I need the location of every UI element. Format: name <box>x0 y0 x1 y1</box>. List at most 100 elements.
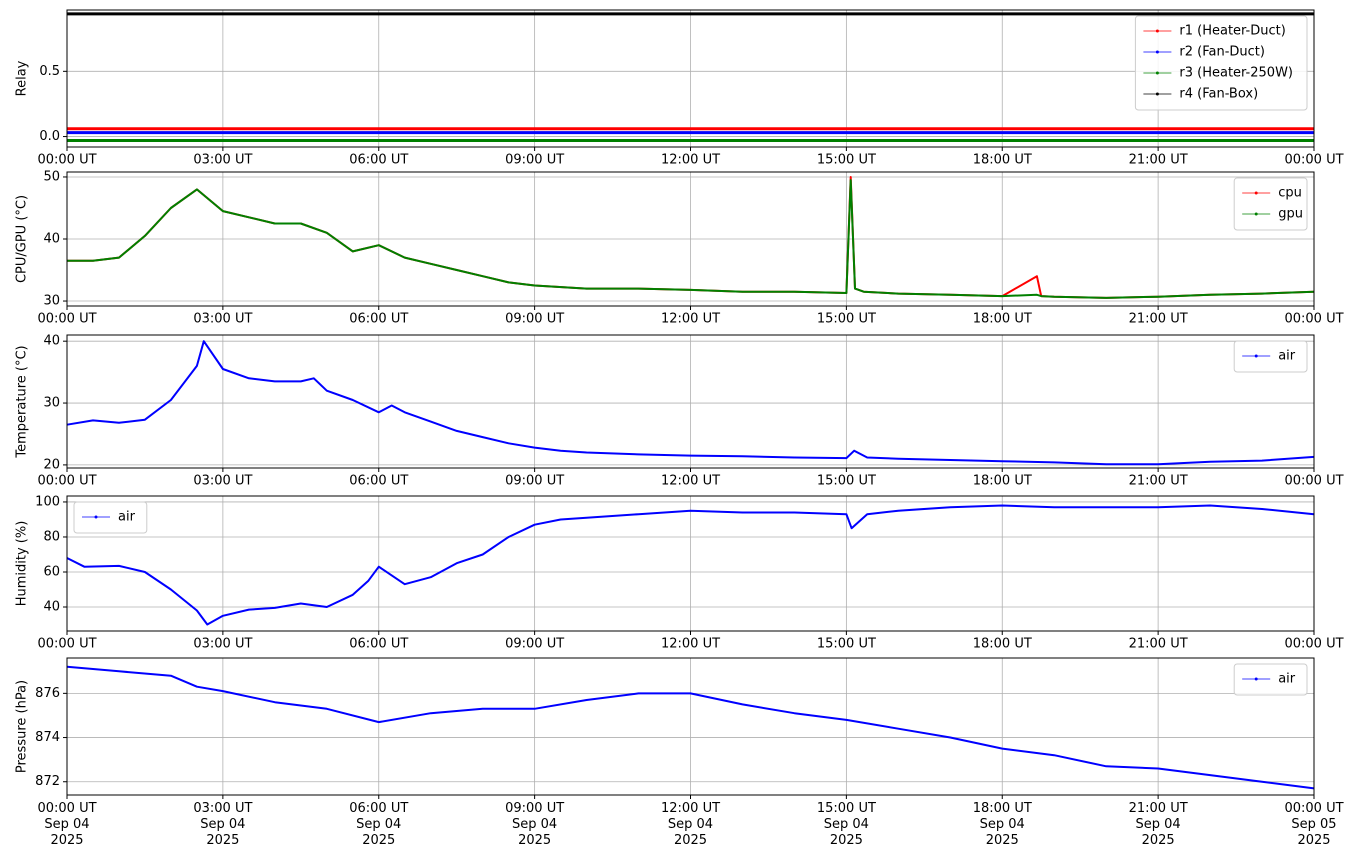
x-tick-label: 15:00 UT <box>817 637 876 652</box>
x-tick-label: 21:00 UT <box>1129 474 1188 489</box>
x-tick-label: 06:00 UT <box>349 312 408 327</box>
x-tick-label: 00:00 UT <box>1284 474 1343 489</box>
x-tick-label: 03:00 UT <box>193 637 252 652</box>
x-tick-label: 06:00 UT Sep 04 2025 <box>349 801 408 848</box>
x-tick-label: 15:00 UT Sep 04 2025 <box>817 801 876 848</box>
plot-frame <box>66 495 1315 632</box>
x-tick-label: 03:00 UT <box>193 312 252 327</box>
x-tick-label: 00:00 UT <box>1284 637 1343 652</box>
x-tick-label: 21:00 UT <box>1129 153 1188 168</box>
x-tick-label: 06:00 UT <box>349 637 408 652</box>
y-tick-label: 40 <box>43 334 60 349</box>
legend-box <box>1233 177 1308 231</box>
x-tick-label: 12:00 UT <box>661 312 720 327</box>
x-tick-label: 00:00 UT Sep 05 2025 <box>1284 801 1343 848</box>
legend-marker <box>1254 354 1258 358</box>
legend-label: cpu <box>1278 186 1302 201</box>
y-tick-label: 100 <box>35 494 60 509</box>
data-line <box>66 504 1315 626</box>
y-axis-label: CPU/GPU (°C) <box>15 195 30 283</box>
y-axis-label: Relay <box>15 60 30 96</box>
legend-label: r4 (Fan-Box) <box>1179 87 1258 102</box>
legend-marker <box>1254 191 1258 195</box>
x-tick-label: 09:00 UT Sep 04 2025 <box>505 801 564 848</box>
plot-frame <box>66 334 1315 469</box>
x-tick-label: 00:00 UT <box>37 474 96 489</box>
x-tick-label: 12:00 UT <box>661 637 720 652</box>
y-tick-label: 40 <box>43 232 60 247</box>
y-tick-label: 50 <box>43 169 60 184</box>
legend-marker <box>1155 92 1159 96</box>
legend-label: air <box>118 510 136 525</box>
data-line <box>66 665 1315 790</box>
x-tick-label: 06:00 UT <box>349 153 408 168</box>
x-tick-label: 18:00 UT <box>973 312 1032 327</box>
x-tick-label: 12:00 UT <box>661 153 720 168</box>
data-line <box>66 340 1315 466</box>
x-tick-label: 15:00 UT <box>817 153 876 168</box>
legend-marker <box>1254 212 1258 216</box>
data-line <box>67 179 1315 299</box>
x-tick-label: 09:00 UT <box>505 637 564 652</box>
legend-label: air <box>1278 672 1296 687</box>
x-tick-label: 03:00 UT Sep 04 2025 <box>193 801 252 848</box>
plot-frame <box>66 657 1315 796</box>
legend-marker <box>1155 71 1159 75</box>
legend-box <box>1233 663 1308 696</box>
x-tick-label: 21:00 UT <box>1129 637 1188 652</box>
legend-label: r1 (Heater-Duct) <box>1179 24 1285 39</box>
x-tick-label: 18:00 UT <box>973 637 1032 652</box>
x-tick-label: 00:00 UT <box>37 312 96 327</box>
y-axis-label: Temperature (°C) <box>15 345 30 458</box>
x-tick-label: 00:00 UT <box>1284 312 1343 327</box>
y-axis-label: Pressure (hPa) <box>15 680 30 773</box>
y-tick-label: 20 <box>43 457 60 472</box>
y-tick-label: 872 <box>35 774 60 789</box>
y-tick-label: 30 <box>43 294 60 309</box>
x-tick-label: 03:00 UT <box>193 474 252 489</box>
legend-box <box>1233 340 1308 373</box>
y-tick-label: 874 <box>35 730 60 745</box>
legend-label: gpu <box>1278 207 1303 222</box>
x-tick-label: 18:00 UT Sep 04 2025 <box>973 801 1032 848</box>
x-tick-label: 12:00 UT Sep 04 2025 <box>661 801 720 848</box>
x-tick-label: 03:00 UT <box>193 153 252 168</box>
legend-label: r3 (Heater-250W) <box>1179 66 1293 81</box>
y-tick-label: 0.0 <box>39 129 60 144</box>
x-tick-label: 09:00 UT <box>505 474 564 489</box>
x-tick-label: 18:00 UT <box>973 153 1032 168</box>
panel: 00:00 UT 03:00 UT 06:00 UT 09:00 UT 12:00 UT… <box>15 169 1344 326</box>
panel: 00:00 UT 03:00 UT 06:00 UT 09:00 UT 12:00 UT… <box>15 334 1344 489</box>
y-tick-label: 80 <box>43 529 60 544</box>
panel: 00:00 UT 03:00 UT 06:00 UT 09:00 UT 12:00 UT… <box>15 494 1344 651</box>
x-tick-label: 15:00 UT <box>817 312 876 327</box>
legend-marker <box>94 515 98 519</box>
x-tick-label: 18:00 UT <box>973 474 1032 489</box>
legend-marker <box>1155 50 1159 54</box>
x-tick-label: 21:00 UT <box>1129 312 1188 327</box>
x-tick-label: 21:00 UT Sep 04 2025 <box>1129 801 1188 848</box>
x-tick-label: 00:00 UT <box>37 153 96 168</box>
y-tick-label: 40 <box>43 600 60 615</box>
legend-label: air <box>1278 349 1296 364</box>
y-tick-label: 30 <box>43 396 60 411</box>
legend-label: r2 (Fan-Duct) <box>1179 45 1265 60</box>
y-tick-label: 876 <box>35 686 60 701</box>
x-tick-label: 09:00 UT <box>505 153 564 168</box>
panel: 00:00 UT Sep 04 2025 03:00 UT Sep 04 2025 06:0… <box>15 657 1344 848</box>
y-tick-label: 60 <box>43 564 60 579</box>
legend-marker <box>1254 677 1258 681</box>
x-tick-label: 12:00 UT <box>661 474 720 489</box>
y-axis-label: Humidity (%) <box>15 521 30 607</box>
panel: 00:00 UT 03:00 UT 06:00 UT 09:00 UT 12:00 UT… <box>15 9 1344 168</box>
legend-marker <box>1155 29 1159 33</box>
x-tick-label: 00:00 UT <box>37 637 96 652</box>
plot-frame <box>66 171 1315 307</box>
plot-frame <box>66 9 1315 148</box>
x-tick-label: 00:00 UT Sep 04 2025 <box>37 801 96 848</box>
x-tick-label: 00:00 UT <box>1284 153 1343 168</box>
y-tick-label: 0.5 <box>39 64 60 79</box>
x-tick-label: 09:00 UT <box>505 312 564 327</box>
